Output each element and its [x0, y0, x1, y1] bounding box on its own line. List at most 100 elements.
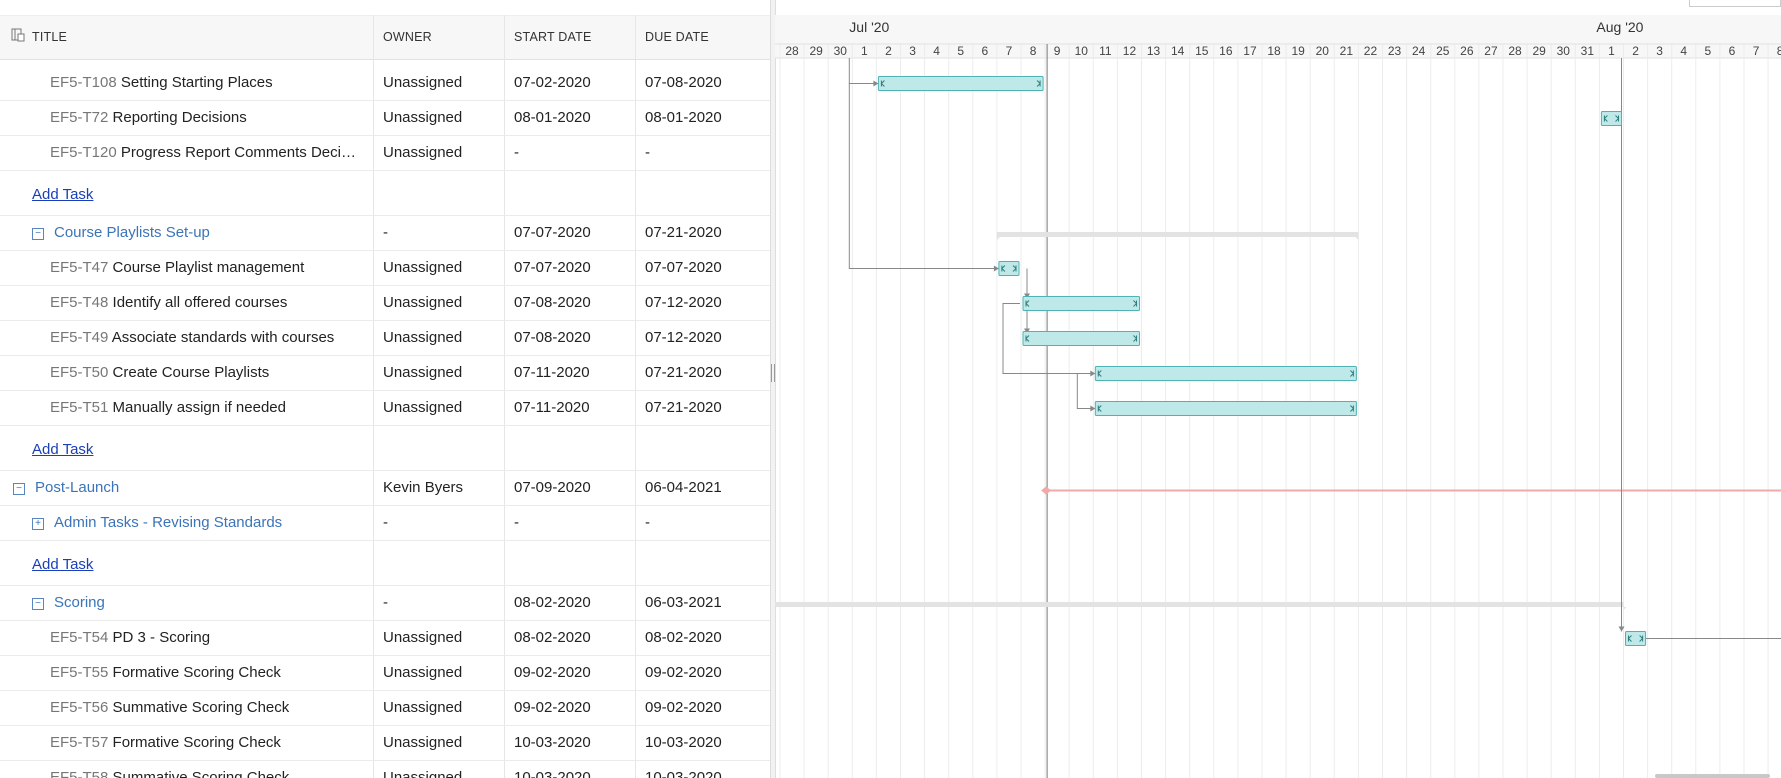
start-date-cell[interactable]: 09-02-2020 [514, 664, 591, 681]
due-date-cell[interactable]: 09-02-2020 [645, 664, 722, 681]
group-title[interactable]: Scoring [54, 594, 105, 611]
task-bar[interactable] [1094, 366, 1357, 381]
due-date-cell[interactable]: 07-07-2020 [645, 259, 722, 276]
task-bar[interactable] [1022, 296, 1140, 311]
start-date-cell[interactable]: 07-02-2020 [514, 74, 591, 91]
due-date-column-header[interactable]: DUE DATE [645, 30, 709, 44]
start-date-column-header[interactable]: START DATE [514, 30, 592, 44]
group-title[interactable]: Post-Launch [35, 479, 120, 496]
resize-handle-left-icon[interactable] [880, 80, 885, 87]
task-key[interactable]: EF5-T47 [50, 259, 109, 276]
task-name[interactable]: Create Course Playlists [112, 364, 270, 381]
add-task-row[interactable]: Add Task [0, 541, 770, 586]
group-title[interactable]: Course Playlists Set-up [54, 224, 210, 241]
resize-handle-left-icon[interactable] [1097, 405, 1102, 412]
add-task-row[interactable]: Add Task [0, 171, 770, 216]
task-key[interactable]: EF5-T55 [50, 664, 109, 681]
owner-column-header[interactable]: OWNER [383, 30, 432, 44]
task-name[interactable]: Summative Scoring Check [112, 699, 290, 716]
resize-handle-left-icon[interactable] [1001, 265, 1006, 272]
task-row[interactable]: EF5-T57 Formative Scoring Check Unassigne… [0, 726, 770, 761]
start-date-cell[interactable]: 10-03-2020 [514, 734, 591, 751]
due-date-cell[interactable]: 07-21-2020 [645, 399, 722, 416]
task-key[interactable]: EF5-T120 [50, 144, 117, 161]
task-key[interactable]: EF5-T48 [50, 294, 109, 311]
start-date-cell[interactable]: 10-03-2020 [514, 769, 591, 778]
start-date-cell[interactable]: 08-02-2020 [514, 629, 591, 646]
owner-cell[interactable]: Unassigned [383, 74, 463, 91]
start-date-cell[interactable]: 07-08-2020 [514, 294, 591, 311]
start-date-cell[interactable]: - [514, 144, 519, 161]
task-title[interactable]: EF5-T49 Associate standards with courses [50, 329, 365, 346]
task-row[interactable]: EF5-T50 Create Course Playlists Unassigne… [0, 356, 770, 391]
group-row[interactable]: + Admin Tasks - Revising Standards - - - [0, 506, 770, 541]
task-name[interactable]: Setting Starting Places [120, 74, 273, 91]
resize-handle-right-icon[interactable] [1639, 635, 1644, 642]
due-date-cell[interactable]: 06-03-2021 [645, 594, 722, 611]
task-name[interactable]: Course Playlist management [112, 259, 305, 276]
summary-bar[interactable] [996, 232, 1359, 240]
collapse-icon[interactable]: − [13, 483, 25, 495]
due-date-cell[interactable]: 06-04-2021 [645, 479, 722, 496]
task-row[interactable]: EF5-T51 Manually assign if needed Unassig… [0, 391, 770, 426]
task-name[interactable]: Associate standards with courses [111, 329, 335, 346]
task-name[interactable]: Reporting Decisions [112, 109, 247, 126]
task-key[interactable]: EF5-T49 [50, 329, 109, 346]
task-row[interactable]: EF5-T55 Formative Scoring Check Unassigne… [0, 656, 770, 691]
resize-handle-right-icon[interactable] [1036, 80, 1041, 87]
due-date-cell[interactable]: 07-21-2020 [645, 364, 722, 381]
resize-handle-left-icon[interactable] [1603, 115, 1608, 122]
task-key[interactable]: EF5-T50 [50, 364, 109, 381]
due-date-cell[interactable]: 07-12-2020 [645, 294, 722, 311]
task-bar[interactable] [998, 261, 1020, 276]
columns-config-icon[interactable] [11, 28, 25, 45]
due-date-cell[interactable]: 08-01-2020 [645, 109, 722, 126]
due-date-cell[interactable]: - [645, 514, 650, 531]
start-date-cell[interactable]: 07-08-2020 [514, 329, 591, 346]
task-key[interactable]: EF5-T57 [50, 734, 109, 751]
task-key[interactable]: EF5-T72 [50, 109, 109, 126]
owner-cell[interactable]: Kevin Byers [383, 479, 464, 496]
splitter-grip[interactable] [771, 364, 775, 382]
task-title[interactable]: EF5-T108 Setting Starting Places [50, 74, 365, 91]
owner-cell[interactable]: Unassigned [383, 699, 463, 716]
task-key[interactable]: EF5-T51 [50, 399, 109, 416]
task-name[interactable]: Progress Report Comments Deci… [120, 144, 356, 161]
resize-handle-right-icon[interactable] [1350, 405, 1355, 412]
task-title[interactable]: EF5-T72 Reporting Decisions [50, 109, 365, 126]
start-date-cell[interactable]: 08-02-2020 [514, 594, 591, 611]
summary-bar[interactable] [775, 602, 1627, 610]
task-title[interactable]: EF5-T55 Formative Scoring Check [50, 664, 365, 681]
task-row[interactable]: EF5-T48 Identify all offered courses Unas… [0, 286, 770, 321]
owner-cell[interactable]: Unassigned [383, 294, 463, 311]
resize-handle-left-icon[interactable] [1627, 635, 1632, 642]
task-bar[interactable] [1022, 331, 1140, 346]
owner-cell[interactable]: Unassigned [383, 109, 463, 126]
add-task-link[interactable]: Add Task [32, 441, 94, 458]
owner-cell[interactable]: Unassigned [383, 734, 463, 751]
horizontal-scrollbar[interactable] [1655, 774, 1770, 778]
task-row[interactable]: EF5-T58 Summative Scoring Check Unassigne… [0, 761, 770, 778]
task-title[interactable]: EF5-T56 Summative Scoring Check [50, 699, 365, 716]
task-bar[interactable] [1600, 111, 1623, 126]
title-column-header[interactable]: TITLE [32, 30, 68, 44]
task-row[interactable]: EF5-T47 Course Playlist management Unassi… [0, 251, 770, 286]
task-title[interactable]: EF5-T48 Identify all offered courses [50, 294, 365, 311]
task-row[interactable]: EF5-T56 Summative Scoring Check Unassigne… [0, 691, 770, 726]
owner-cell[interactable]: Unassigned [383, 329, 463, 346]
resize-handle-right-icon[interactable] [1012, 265, 1017, 272]
due-date-cell[interactable]: - [645, 144, 650, 161]
task-row[interactable]: EF5-T120 Progress Report Comments Deci… U… [0, 136, 770, 171]
owner-cell[interactable]: Unassigned [383, 769, 463, 778]
task-title[interactable]: EF5-T57 Formative Scoring Check [50, 734, 365, 751]
owner-cell[interactable]: - [383, 594, 388, 611]
due-date-cell[interactable]: 07-12-2020 [645, 329, 722, 346]
group-row[interactable]: − Post-Launch Kevin Byers 07-09-2020 06-04-2… [0, 471, 770, 506]
milestone-diamond[interactable] [1041, 486, 1052, 495]
start-date-cell[interactable]: - [514, 514, 519, 531]
task-key[interactable]: EF5-T56 [50, 699, 109, 716]
owner-cell[interactable]: Unassigned [383, 144, 463, 161]
task-row[interactable]: EF5-T54 PD 3 - Scoring Unassigned 08-02-20… [0, 621, 770, 656]
add-task-link[interactable]: Add Task [32, 186, 94, 203]
start-date-cell[interactable]: 09-02-2020 [514, 699, 591, 716]
